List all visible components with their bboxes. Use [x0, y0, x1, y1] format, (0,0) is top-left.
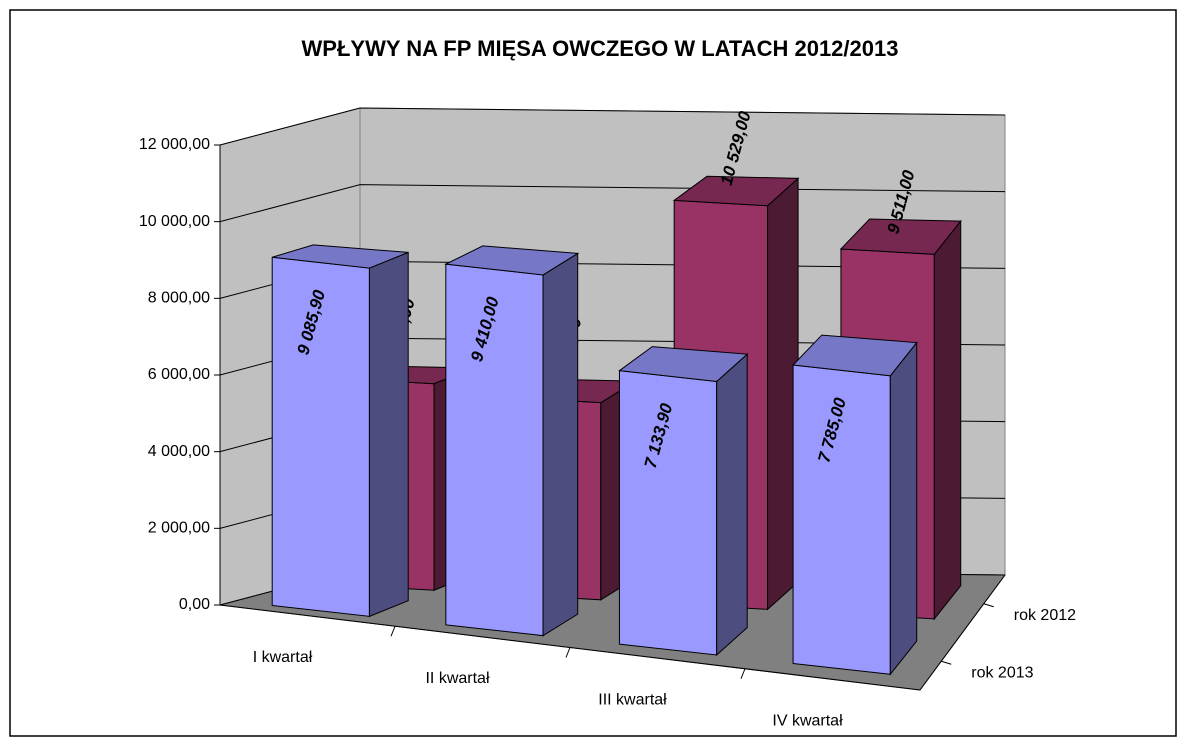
bar-top	[444, 245, 580, 276]
y-tick-label: 2 000,00	[148, 520, 210, 537]
x-tick-label: IV kwartał	[772, 713, 843, 730]
bar-side	[716, 353, 748, 657]
y-tick-label: 6 000,00	[148, 366, 210, 383]
y-tick-label: 10 000,00	[139, 213, 210, 230]
bar-side	[542, 252, 579, 637]
bar-side	[889, 341, 918, 676]
y-tick-label: 12 000,00	[139, 136, 210, 153]
depth-label: rok 2013	[971, 664, 1033, 681]
bar-top	[272, 244, 409, 269]
bar	[618, 346, 749, 657]
depth-tick	[941, 660, 952, 665]
bar-side	[933, 219, 962, 621]
bar	[792, 334, 918, 676]
grid-line	[219, 107, 1006, 146]
depth-tick	[983, 603, 994, 608]
y-tick-label: 8 000,00	[148, 290, 210, 307]
bar-top	[672, 175, 800, 207]
x-tick-label: III kwartał	[598, 691, 667, 708]
chart-title: WPŁYWY NA FP MIĘSA OWCZEGO W LATACH 2012…	[302, 36, 899, 61]
bar-top	[792, 334, 918, 377]
depth-axis	[919, 574, 1006, 691]
x-tick	[565, 647, 571, 658]
depth-label: rok 2012	[1014, 607, 1076, 624]
bar-top	[618, 346, 749, 383]
x-tick	[390, 626, 396, 637]
x-tick-label: II kwartał	[425, 670, 489, 687]
bar	[271, 244, 409, 618]
x-tick-label: I kwartał	[253, 649, 313, 666]
bar-top	[839, 218, 962, 255]
y-tick-label: 4 000,00	[148, 443, 210, 460]
y-tick-label: 0,00	[179, 596, 210, 613]
bar	[444, 245, 580, 637]
bar-side	[368, 251, 409, 618]
x-tick	[740, 668, 746, 679]
